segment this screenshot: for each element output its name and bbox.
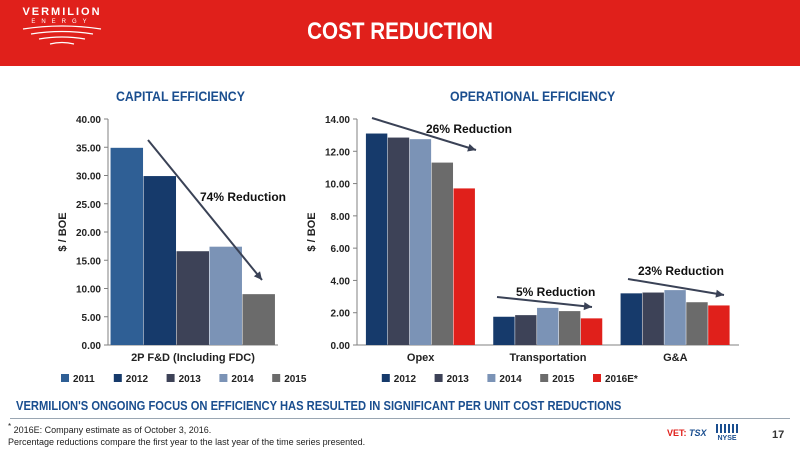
y-axis-label: $ / BOE [306,212,318,251]
logo-swoosh-icon [22,25,102,45]
reduction-arrow [627,278,725,296]
y-tick-label: 40.00 [76,115,101,126]
page-number: 17 [772,429,785,441]
annotation-label: 23% Reduction [638,264,724,278]
legend-swatch [593,374,601,382]
bar [431,162,454,345]
reduction-arrow-head [467,143,476,152]
reduction-arrow [147,139,263,281]
logo-name: VERMILION [22,6,102,18]
legend-label: 2016E* [605,374,638,385]
y-tick-label: 5.00 [82,313,102,324]
y-tick-label: 0.00 [331,341,351,352]
legend-swatch [166,374,175,382]
divider [10,418,790,419]
x-category-label: G&A [663,352,688,364]
y-tick-label: 4.00 [331,276,351,287]
legend-swatch [434,374,443,382]
footnote: * 2016E: Company estimate as of October … [8,421,365,448]
footnote-line-1: 2016E: Company estimate as of October 3,… [13,425,212,435]
y-tick-label: 10.00 [325,180,350,191]
legend-swatch [381,374,390,382]
bar [558,311,581,345]
y-tick-label: 10.00 [76,285,101,296]
bar [176,251,209,345]
bar [686,302,708,345]
ticker: VET: TSX [667,428,707,438]
bar [620,293,642,345]
legend-swatch [487,374,496,382]
legend-label: 2015 [552,374,575,385]
ticker-prefix: VET: [667,428,687,438]
y-tick-label: 35.00 [76,143,101,154]
legend-label: 2013 [447,374,470,385]
operational-efficiency-title: OPERATIONAL EFFICIENCY [450,88,616,104]
vermilion-logo: VERMILION ENERGY [12,6,112,60]
legend-swatch [540,374,549,382]
bar [242,294,275,345]
reduction-arrow [371,117,477,151]
bar [580,318,603,345]
reduction-arrow-head [583,302,592,311]
reduction-arrow [496,296,593,308]
y-tick-label: 8.00 [331,212,351,223]
nyse-columns-icon [716,424,738,433]
bar [365,133,388,345]
y-tick-label: 2.00 [331,309,351,320]
footnote-line-2: Percentage reductions compare the first … [8,437,366,447]
legend-swatch [113,374,122,382]
capital-efficiency-title: CAPITAL EFFICIENCY [116,88,245,104]
tsx-logo: TSX [689,428,707,438]
y-axis-label: $ / BOE [57,212,69,251]
x-category-label: Transportation [509,352,586,364]
reduction-arrow-head [715,289,724,298]
y-tick-label: 0.00 [82,341,102,352]
bar [453,188,475,345]
bar [708,305,730,345]
nyse-logo: NYSE [715,423,739,442]
reduction-arrow-head [253,271,262,280]
bar [110,147,144,345]
legend-label: 2012 [126,374,149,385]
bar [515,315,537,345]
x-category-label: Opex [407,352,435,364]
y-tick-label: 15.00 [76,256,101,267]
bar [143,176,177,345]
legend-label: 2015 [284,374,307,385]
bar [387,137,410,345]
legend-swatch [61,374,69,382]
annotation-label: 26% Reduction [426,122,512,136]
y-tick-label: 25.00 [76,200,101,211]
bar [493,316,515,345]
legend-label: 2014 [231,374,254,385]
annotation-label: 74% Reduction [200,190,286,204]
footnote-marker: * [8,422,12,431]
bar [409,139,432,345]
y-tick-label: 14.00 [325,115,350,126]
legend-label: 2011 [73,374,95,385]
legend-swatch [219,374,228,382]
logo-subtitle: ENERGY [31,19,93,25]
bar [537,307,559,345]
nyse-label: NYSE [717,435,737,442]
y-tick-label: 30.00 [76,172,101,183]
legend-label: 2013 [179,374,202,385]
legend-label: 2014 [499,374,522,385]
legend-label: 2012 [394,374,417,385]
bar [664,290,686,345]
bar [209,246,242,345]
tagline: VERMILION'S ONGOING FOCUS ON EFFICIENCY … [16,398,622,413]
x-category-label: 2P F&D (Including FDC) [131,352,255,364]
slide-header: VERMILION ENERGY COST REDUCTION [0,0,800,66]
y-tick-label: 12.00 [325,147,350,158]
bar [642,292,664,345]
annotation-label: 5% Reduction [516,285,595,299]
y-tick-label: 20.00 [76,228,101,239]
y-tick-label: 6.00 [331,244,351,255]
legend-swatch [272,374,281,382]
page-title: COST REDUCTION [307,18,493,45]
